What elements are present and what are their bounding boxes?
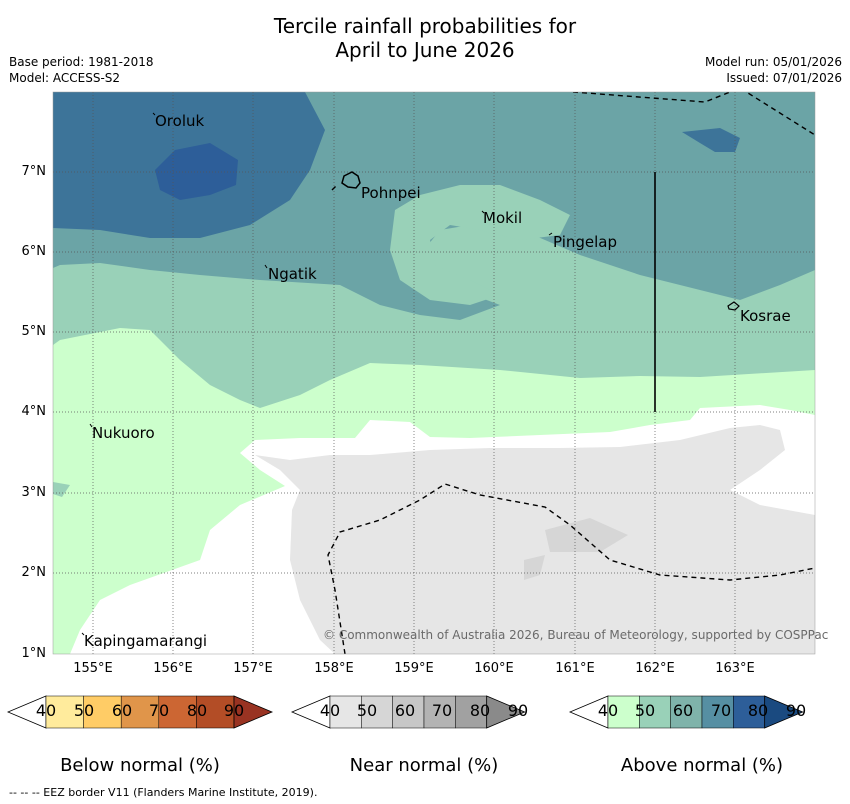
- eez-footnote: -- -- -- EEZ border V11 (Flanders Marine…: [9, 786, 318, 799]
- lon-label-155e: 155°E: [73, 661, 113, 676]
- legend-title-above: Above normal (%): [620, 755, 784, 776]
- lon-label-161e: 161°E: [555, 661, 595, 676]
- lon-label-157e: 157°E: [233, 661, 273, 676]
- lon-label-156e: 156°E: [153, 661, 193, 676]
- lon-label-162e: 162°E: [635, 661, 675, 676]
- above-80-90-region: [155, 143, 238, 200]
- title-line-2: April to June 2026: [335, 38, 515, 62]
- eez-borders: [327, 92, 815, 654]
- lat-label-4n: 4°N: [21, 404, 47, 419]
- tick-above-50: 50: [634, 701, 656, 720]
- base-period: Base period: 1981-2018: [9, 55, 154, 69]
- tick-below-90: 90: [223, 701, 245, 720]
- model-run: Model run: 05/01/2026: [704, 55, 842, 69]
- tick-below-50: 50: [73, 701, 95, 720]
- tick-below-70: 70: [148, 701, 170, 720]
- pohnpei-island: [341, 171, 361, 189]
- tick-near-70: 70: [431, 701, 453, 720]
- place-pohnpei: Pohnpei: [361, 184, 421, 202]
- tick-below-40: 40: [35, 701, 57, 720]
- tick-near-80: 80: [469, 701, 491, 720]
- legend-title-near: Near normal (%): [349, 755, 499, 776]
- above-50-60-pocket: [390, 185, 570, 305]
- place-ngatik: Ngatik: [268, 265, 317, 283]
- lon-label-159e: 159°E: [394, 661, 434, 676]
- tick-above-40: 40: [597, 701, 619, 720]
- lat-label-3n: 3°N: [21, 485, 47, 500]
- tick-near-40: 40: [319, 701, 341, 720]
- issued-date: Issued: 07/01/2026: [726, 71, 842, 85]
- tick-above-90: 90: [785, 701, 807, 720]
- lon-label-160e: 160°E: [474, 661, 514, 676]
- lat-label-5n: 5°N: [21, 324, 47, 339]
- tick-above-80: 80: [747, 701, 769, 720]
- tick-below-60: 60: [111, 701, 133, 720]
- place-mokil: Mokil: [483, 209, 523, 227]
- model-name: Model: ACCESS-S2: [9, 71, 121, 85]
- tick-near-50: 50: [356, 701, 378, 720]
- place-pingelap: Pingelap: [553, 233, 618, 251]
- meta-left: Base period: 1981-2018 Model: ACCESS-S2: [9, 54, 154, 86]
- legend-title-below: Below normal (%): [60, 755, 220, 776]
- near-40-50-region: [255, 425, 815, 654]
- atoll-markers: [81, 112, 553, 636]
- near-50-60-patch: [545, 518, 628, 552]
- lon-label-163e: 163°E: [715, 661, 755, 676]
- lat-label-6n: 6°N: [21, 244, 47, 259]
- place-kosrae: Kosrae: [740, 307, 791, 325]
- meta-right: Model run: 05/01/2026 Issued: 07/01/2026: [705, 54, 842, 86]
- map-fill: [53, 92, 815, 654]
- lat-label-2n: 2°N: [21, 565, 47, 580]
- chart-title: Tercile rainfall probabilities for April…: [0, 14, 850, 62]
- lat-label-1n: 1°N: [21, 646, 47, 661]
- tick-below-80: 80: [186, 701, 208, 720]
- kosrae-island: [727, 301, 740, 311]
- title-line-1: Tercile rainfall probabilities for: [273, 14, 577, 38]
- near-50-60-patch-2: [524, 555, 545, 580]
- tick-near-60: 60: [394, 701, 416, 720]
- map-frame: [52, 91, 816, 655]
- lat-label-7n: 7°N: [21, 164, 47, 179]
- above-50-60-blob: [53, 482, 70, 497]
- tick-near-90: 90: [507, 701, 529, 720]
- copyright-notice: © Commonwealth of Australia 2026, Bureau…: [323, 628, 829, 642]
- place-oroluk: Oroluk: [155, 112, 205, 130]
- place-kapingamarangi: Kapingamarangi: [84, 632, 208, 650]
- tick-above-70: 70: [710, 701, 732, 720]
- tick-above-60: 60: [672, 701, 694, 720]
- place-nukuoro: Nukuoro: [92, 424, 155, 442]
- lon-label-158e: 158°E: [314, 661, 354, 676]
- above-70-80-patch: [682, 128, 740, 152]
